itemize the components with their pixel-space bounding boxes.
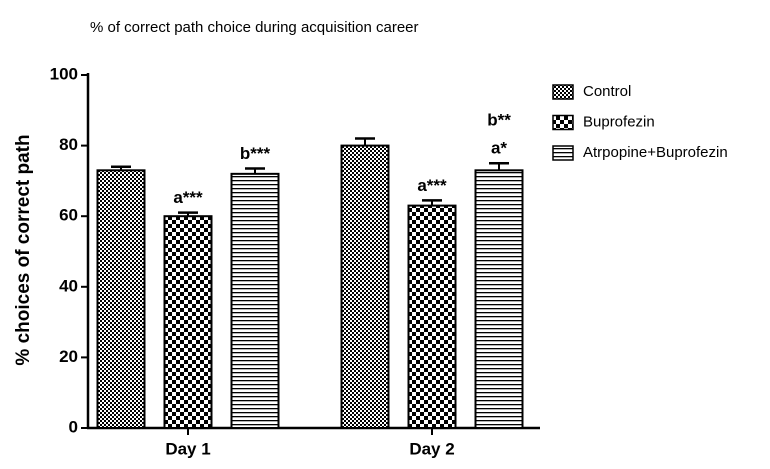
y-tick-label: 0 bbox=[69, 417, 78, 436]
significance-label: a*** bbox=[173, 188, 203, 207]
y-tick-label: 40 bbox=[59, 276, 78, 295]
x-tick-label: Day 2 bbox=[409, 439, 454, 458]
legend-swatch bbox=[552, 84, 574, 100]
y-tick-label: 20 bbox=[59, 347, 78, 366]
y-axis-label: % choices of correct path bbox=[13, 134, 34, 365]
bar bbox=[163, 215, 213, 429]
bar bbox=[474, 169, 524, 429]
bar bbox=[96, 169, 146, 429]
legend-label: Atrpopine+Buprofezin bbox=[583, 144, 728, 161]
legend-label: Buprofezin bbox=[583, 113, 655, 130]
bar bbox=[407, 204, 457, 429]
significance-label: b** bbox=[487, 111, 511, 130]
significance-label: b*** bbox=[240, 144, 271, 163]
bar bbox=[340, 144, 390, 429]
legend-swatch bbox=[552, 114, 574, 131]
y-tick-label: 80 bbox=[59, 135, 78, 154]
legend-swatch bbox=[552, 145, 574, 161]
bar bbox=[230, 172, 280, 429]
legend-label: Control bbox=[583, 83, 631, 100]
chart-title: % of correct path choice during acquisit… bbox=[90, 19, 419, 36]
x-tick-label: Day 1 bbox=[165, 439, 210, 458]
significance-label: a*** bbox=[417, 176, 447, 195]
y-tick-label: 60 bbox=[59, 206, 78, 225]
significance-label: a* bbox=[491, 139, 507, 158]
y-tick-label: 100 bbox=[50, 64, 78, 83]
